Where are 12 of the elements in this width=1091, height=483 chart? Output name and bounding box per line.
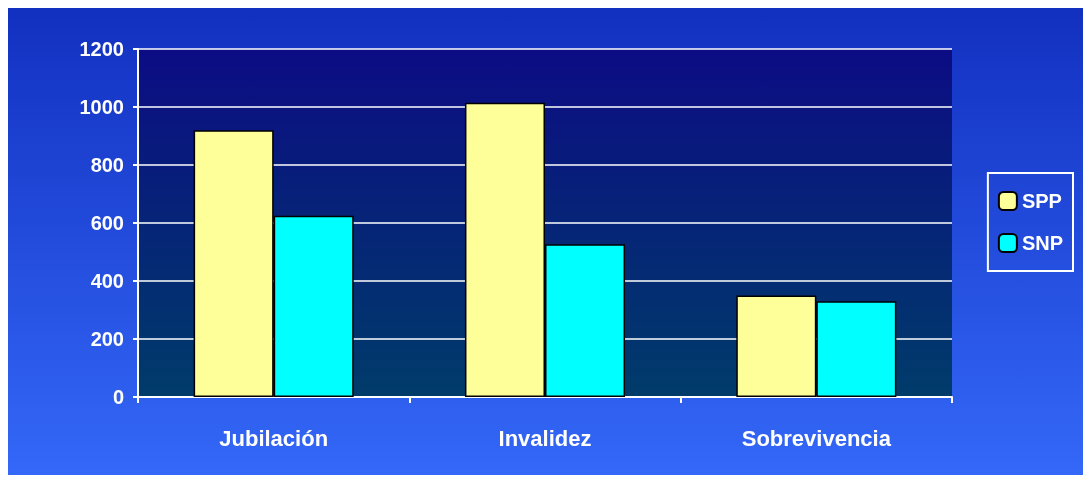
y-tick-label: 600 xyxy=(90,212,124,234)
y-tick-label: 0 xyxy=(112,386,124,408)
y-tick-label: 400 xyxy=(90,270,124,292)
y-tick-label: 800 xyxy=(90,154,124,176)
legend-label: SNP xyxy=(1021,232,1063,254)
x-tick-label: Jubilación xyxy=(219,425,329,451)
legend-label: SPP xyxy=(1021,190,1062,212)
x-tick-label: Invalidez xyxy=(498,425,592,451)
y-tick-label: 200 xyxy=(90,328,124,350)
x-tick-label: Sobrevivencia xyxy=(741,425,892,451)
y-tick-label: 1200 xyxy=(79,38,124,60)
y-tick-label: 1000 xyxy=(79,96,124,118)
